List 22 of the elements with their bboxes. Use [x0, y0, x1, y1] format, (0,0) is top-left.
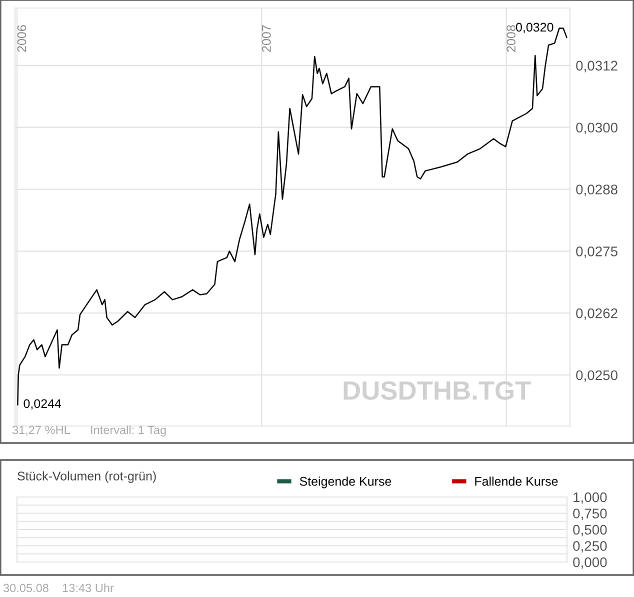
annotation: 0,0320	[516, 22, 554, 34]
x-tick-label: 2006	[17, 25, 26, 52]
y-tick-label: 1,000	[574, 492, 607, 504]
y-tick-label: 0,0312	[576, 60, 618, 72]
y-tick-label: 0,0288	[576, 184, 618, 196]
legend-label: Fallende Kurse	[475, 476, 558, 486]
annotation: 0,0244	[24, 399, 62, 410]
x-tick-label: 2007	[262, 25, 271, 52]
text: 30.05.08 13:43 Uhr	[3, 583, 114, 592]
y-tick-label: 0,500	[573, 524, 607, 536]
annotation: Intervall: 1 Tag	[91, 425, 166, 437]
y-tick-label: 0,0262	[576, 308, 618, 320]
y-tick-label: 0,0250	[576, 370, 618, 382]
y-tick-label: 0,750	[573, 508, 607, 520]
x-tick-label: 2008	[506, 25, 516, 52]
y-tick-label: 0,000	[573, 557, 607, 569]
y-tick-label: 0,0300	[576, 122, 618, 134]
y-tick-label: 0,0275	[576, 246, 618, 258]
legend-label: Steigende Kurse	[300, 476, 392, 488]
annotation: 31,27 %HL	[12, 426, 70, 436]
y-tick-label: 0,250	[573, 541, 607, 553]
chart-title: Stück-Volumen (rot-grün)	[18, 471, 156, 483]
